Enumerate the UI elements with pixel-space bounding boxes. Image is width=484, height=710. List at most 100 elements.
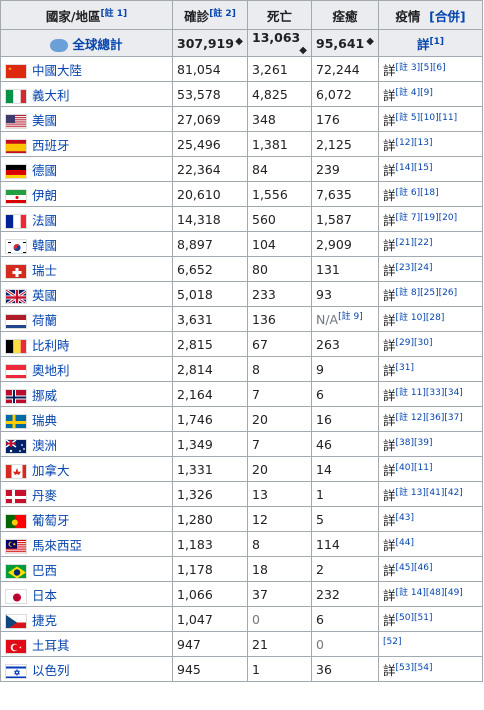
- sort-icon[interactable]: ◆: [299, 45, 307, 56]
- country-link[interactable]: 馬來西亞: [32, 538, 82, 553]
- reference-notes[interactable]: [註 3][5][6]: [396, 62, 446, 72]
- country-link[interactable]: 加拿大: [32, 463, 70, 478]
- detail-cell: 詳[23][24]: [379, 257, 483, 282]
- header-country[interactable]: 國家/地區[註 1]: [1, 1, 173, 30]
- reference-notes[interactable]: [40][11]: [396, 462, 433, 472]
- country-link[interactable]: 日本: [32, 588, 57, 603]
- country-link[interactable]: 比利時: [32, 338, 70, 353]
- total-detail[interactable]: 詳[1]: [379, 30, 483, 57]
- country-link[interactable]: 丹麥: [32, 488, 57, 503]
- header-confirmed[interactable]: 確診[註 2]: [173, 1, 248, 30]
- deaths-cell: 20: [248, 457, 312, 482]
- reference-notes[interactable]: [註 12][36][37]: [396, 412, 463, 422]
- detail-link[interactable]: 詳: [383, 313, 396, 328]
- country-link[interactable]: 以色列: [32, 663, 70, 678]
- recovered-cell: 176: [312, 107, 379, 132]
- reference-notes[interactable]: [14][15]: [396, 162, 433, 172]
- reference-notes[interactable]: [31]: [396, 362, 414, 372]
- korea-flag-icon: [5, 239, 27, 254]
- reference-notes[interactable]: [23][24]: [396, 262, 433, 272]
- detail-link[interactable]: 詳: [383, 238, 396, 253]
- reference-notes[interactable]: [50][51]: [396, 612, 433, 622]
- header-confirmed-note[interactable]: [註 2]: [209, 8, 236, 18]
- reference-notes[interactable]: [註 10][28]: [396, 312, 445, 322]
- detail-link[interactable]: 詳: [383, 563, 396, 578]
- country-link[interactable]: 瑞士: [32, 263, 57, 278]
- detail-link[interactable]: 詳: [383, 163, 396, 178]
- detail-link[interactable]: 詳: [383, 463, 396, 478]
- sort-icon[interactable]: ◆: [235, 36, 243, 47]
- detail-link[interactable]: 詳: [383, 388, 396, 403]
- deaths-cell: 84: [248, 157, 312, 182]
- reference-notes[interactable]: [註 14][48][49]: [396, 587, 463, 597]
- header-country-note[interactable]: [註 1]: [100, 8, 127, 18]
- detail-link[interactable]: 詳: [383, 338, 396, 353]
- detail-link[interactable]: 詳: [383, 488, 396, 503]
- detail-link[interactable]: 詳: [383, 63, 396, 78]
- detail-link[interactable]: 詳: [383, 513, 396, 528]
- reference-notes[interactable]: [12][13]: [396, 137, 433, 147]
- reference-notes[interactable]: [44]: [396, 537, 414, 547]
- detail-link[interactable]: 詳: [383, 113, 396, 128]
- detail-link[interactable]: 詳: [383, 138, 396, 153]
- reference-notes[interactable]: [註 6][18]: [396, 187, 439, 197]
- country-link[interactable]: 奧地利: [32, 363, 70, 378]
- country-link[interactable]: 葡萄牙: [32, 513, 70, 528]
- country-link[interactable]: 美國: [32, 113, 57, 128]
- detail-link[interactable]: 詳: [383, 88, 396, 103]
- country-link[interactable]: 挪威: [32, 388, 57, 403]
- merge-link[interactable]: [合併]: [429, 9, 465, 24]
- reference-notes[interactable]: [43]: [396, 512, 414, 522]
- deaths-cell: 8: [248, 532, 312, 557]
- country-link[interactable]: 瑞典: [32, 413, 57, 428]
- country-link[interactable]: 德國: [32, 163, 57, 178]
- reference-notes[interactable]: [註 4][9]: [396, 87, 433, 97]
- country-link[interactable]: 巴西: [32, 563, 57, 578]
- country-link[interactable]: 澳洲: [32, 438, 57, 453]
- reference-notes[interactable]: [38][39]: [396, 437, 433, 447]
- country-cell: 馬來西亞: [1, 532, 173, 557]
- country-cell: 日本: [1, 582, 173, 607]
- detail-cell: 詳[12][13]: [379, 132, 483, 157]
- detail-link[interactable]: 詳: [383, 588, 396, 603]
- sort-icon[interactable]: ◆: [366, 36, 374, 47]
- detail-link[interactable]: 詳: [383, 188, 396, 203]
- recovered-note[interactable]: [註 9]: [338, 311, 363, 321]
- reference-notes[interactable]: [29][30]: [396, 337, 433, 347]
- confirmed-cell: 2,815: [173, 332, 248, 357]
- detail-link[interactable]: 詳: [383, 363, 396, 378]
- detail-link[interactable]: 詳: [383, 663, 396, 678]
- detail-link[interactable]: 詳: [383, 213, 396, 228]
- country-link[interactable]: 英國: [32, 288, 57, 303]
- detail-link[interactable]: 詳: [383, 538, 396, 553]
- detail-link[interactable]: 詳: [383, 613, 396, 628]
- total-label[interactable]: 全球總計: [72, 37, 122, 52]
- country-link[interactable]: 西班牙: [32, 138, 70, 153]
- country-link[interactable]: 韓國: [32, 238, 57, 253]
- country-link[interactable]: 土耳其: [32, 638, 70, 653]
- detail-link[interactable]: 詳: [383, 263, 396, 278]
- reference-notes[interactable]: [註 11][33][34]: [396, 387, 463, 397]
- country-link[interactable]: 中國大陸: [32, 63, 82, 78]
- reference-notes[interactable]: [註 13][41][42]: [396, 487, 463, 497]
- detail-link[interactable]: 詳: [383, 438, 396, 453]
- country-link[interactable]: 義大利: [32, 88, 70, 103]
- detail-cell: 詳[註 3][5][6]: [379, 57, 483, 82]
- detail-link[interactable]: 詳: [383, 288, 396, 303]
- deaths-cell: 233: [248, 282, 312, 307]
- reference-notes[interactable]: [45][46]: [396, 562, 433, 572]
- reference-notes[interactable]: [註 5][10][11]: [396, 112, 458, 122]
- header-recovered[interactable]: 痊癒: [312, 1, 379, 30]
- reference-notes[interactable]: [註 8][25][26]: [396, 287, 458, 297]
- country-link[interactable]: 伊朗: [32, 188, 57, 203]
- reference-notes[interactable]: [52]: [383, 636, 401, 646]
- table-row: 法國 14,318 560 1,587 詳[註 7][19][20]: [1, 207, 483, 232]
- reference-notes[interactable]: [註 7][19][20]: [396, 212, 458, 222]
- country-link[interactable]: 捷克: [32, 613, 57, 628]
- reference-notes[interactable]: [53][54]: [396, 662, 433, 672]
- country-link[interactable]: 荷蘭: [32, 313, 57, 328]
- header-deaths[interactable]: 死亡: [248, 1, 312, 30]
- detail-link[interactable]: 詳: [383, 413, 396, 428]
- reference-notes[interactable]: [21][22]: [396, 237, 433, 247]
- country-link[interactable]: 法國: [32, 213, 57, 228]
